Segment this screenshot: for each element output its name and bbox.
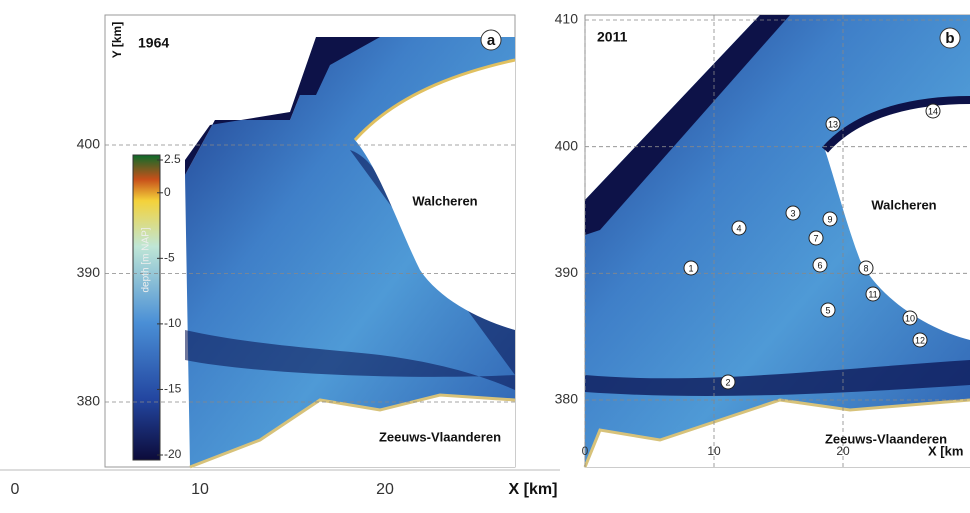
x-tick-label: 10 bbox=[707, 444, 721, 458]
colorbar-tick-label: -10 bbox=[164, 316, 182, 330]
x-tick-label: 0 bbox=[11, 481, 20, 498]
site-label: 1 bbox=[688, 263, 693, 273]
y-tick-label: 380 bbox=[555, 391, 579, 407]
site-label: 14 bbox=[928, 106, 938, 116]
x-tick-label: 20 bbox=[376, 481, 394, 498]
place-name: Walcheren bbox=[412, 193, 477, 208]
place-name: Zeeuws-Vlaanderen bbox=[825, 431, 947, 446]
site-label: 10 bbox=[905, 313, 915, 323]
y-tick-label: 390 bbox=[77, 264, 101, 280]
site-label: 8 bbox=[863, 263, 868, 273]
colorbar-tick-label: -15 bbox=[164, 382, 182, 396]
colorbar-tick-label: -5 bbox=[164, 251, 175, 265]
colorbar-label: depth [m NAP] bbox=[141, 227, 152, 292]
x-tick-label: 10 bbox=[191, 481, 209, 498]
x-axis-label: X [km] bbox=[509, 481, 558, 498]
site-label: 6 bbox=[817, 260, 822, 270]
colorbar bbox=[133, 155, 160, 460]
panel-year: 1964 bbox=[138, 35, 169, 51]
site-label: 7 bbox=[813, 233, 818, 243]
site-label: 11 bbox=[868, 289, 877, 299]
map-a bbox=[105, 15, 515, 467]
x-tick-label: 0 bbox=[582, 444, 589, 458]
map-b bbox=[585, 15, 970, 467]
y-tick-label: 410 bbox=[555, 11, 579, 27]
y-tick-label: 390 bbox=[555, 264, 579, 280]
figure: 400390380Y [km]1964aWalcherenZeeuws-Vlaa… bbox=[0, 0, 970, 513]
place-name: Zeeuws-Vlaanderen bbox=[379, 429, 501, 444]
y-tick-label: 380 bbox=[77, 393, 101, 409]
colorbar-tick-label: -20 bbox=[164, 447, 182, 461]
site-label: 4 bbox=[736, 223, 741, 233]
site-label: 9 bbox=[827, 214, 832, 224]
panel-letter: a bbox=[487, 32, 496, 49]
site-label: 2 bbox=[725, 377, 730, 387]
colorbar-tick-label: 2.5 bbox=[164, 152, 181, 166]
panel-letter: b bbox=[945, 30, 954, 47]
panel-year: 2011 bbox=[597, 29, 628, 45]
site-label: 5 bbox=[825, 305, 830, 315]
site-label: 3 bbox=[790, 208, 795, 218]
y-tick-label: 400 bbox=[555, 137, 579, 153]
colorbar-tick-label: 0 bbox=[164, 185, 171, 199]
map-figure: 400390380Y [km]1964aWalcherenZeeuws-Vlaa… bbox=[0, 0, 970, 513]
y-tick-label: 400 bbox=[77, 136, 101, 152]
site-label: 13 bbox=[828, 119, 838, 129]
site-label: 12 bbox=[915, 335, 925, 345]
place-name: Walcheren bbox=[871, 197, 936, 212]
y-axis-label: Y [km] bbox=[110, 22, 124, 58]
